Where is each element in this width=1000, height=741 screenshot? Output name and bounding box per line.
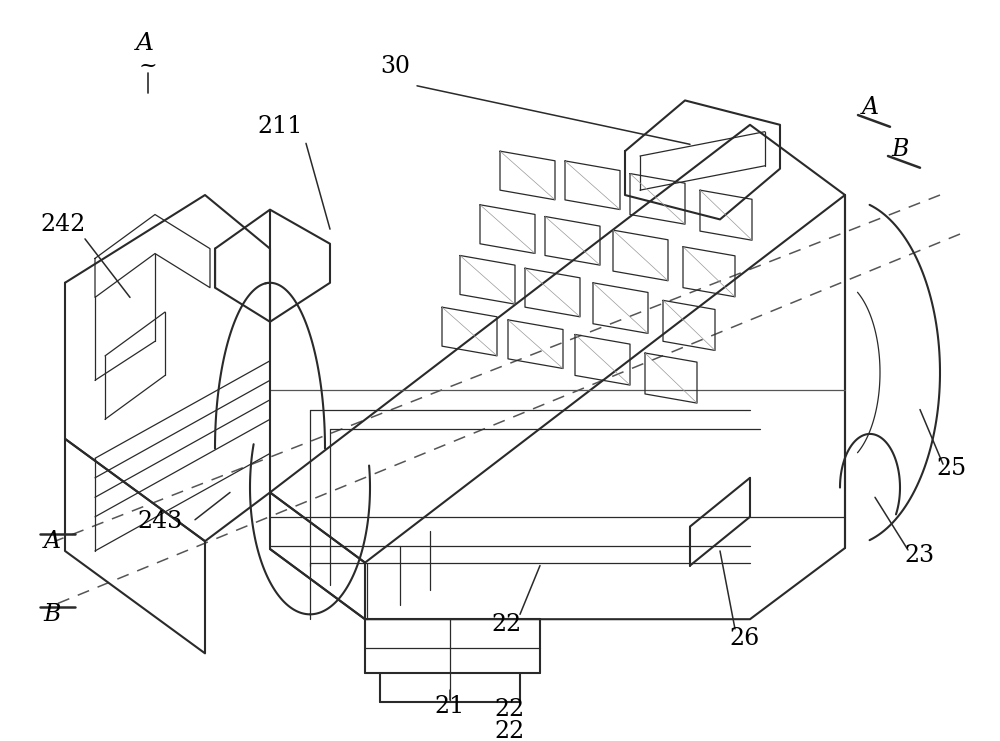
Text: B: B — [891, 138, 909, 161]
Text: B: B — [43, 603, 61, 626]
Text: 23: 23 — [905, 545, 935, 568]
Text: A: A — [136, 33, 154, 56]
Text: 243: 243 — [137, 511, 183, 534]
Text: 22: 22 — [495, 699, 525, 722]
Text: 22: 22 — [495, 720, 525, 741]
Text: 26: 26 — [730, 627, 760, 650]
Text: 30: 30 — [380, 55, 410, 78]
Text: ~: ~ — [139, 56, 157, 77]
Text: 21: 21 — [435, 696, 465, 719]
Text: 22: 22 — [492, 613, 522, 636]
Text: A: A — [862, 96, 879, 119]
Text: 242: 242 — [40, 213, 86, 236]
Text: A: A — [44, 530, 60, 553]
Text: 25: 25 — [937, 456, 967, 479]
Text: 211: 211 — [257, 116, 303, 139]
